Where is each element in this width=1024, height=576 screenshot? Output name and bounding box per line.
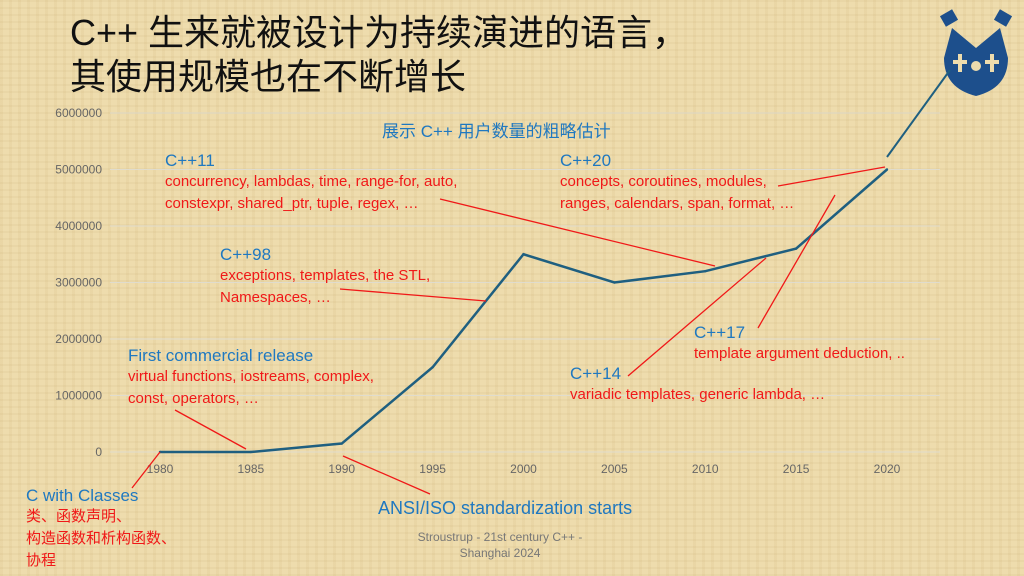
footer-line1: Stroustrup - 21st century C++ - — [417, 530, 583, 544]
x-tick-label: 2000 — [510, 462, 537, 476]
annotation-title: C++14 — [570, 364, 622, 383]
footer-line2: Shanghai 2024 — [459, 546, 541, 560]
annotation-first-commercial-release: First commercial release virtual functio… — [128, 346, 374, 410]
annotation-arrows — [131, 166, 886, 495]
data-point — [340, 442, 343, 445]
crown-logo — [939, 9, 1013, 96]
annotation-text: ranges, calendars, span, format, … — [560, 195, 795, 212]
slide-title-line2: 其使用规模也在不断增长 — [70, 56, 467, 97]
y-tick-label: 0 — [95, 445, 102, 459]
annotation-text: 构造函数和析构函数、 — [26, 530, 177, 547]
annotation-cpp11: C++11 concurrency, lambdas, time, range-… — [165, 151, 457, 215]
data-point — [794, 247, 798, 250]
annotation-title: C++11 — [165, 151, 215, 170]
annotation-ansi-iso: ANSI/ISO standardization starts — [378, 498, 633, 518]
y-tick-label: 5000000 — [55, 163, 102, 177]
annotation-cpp98: C++98 exceptions, templates, the STL, Na… — [220, 245, 430, 309]
x-tick-label: 2015 — [783, 462, 810, 476]
annotation-title: First commercial release — [128, 346, 314, 365]
annotation-cpp20: C++20 concepts, coroutines, modules, ran… — [560, 151, 794, 215]
annotation-text: exceptions, templates, the STL, — [220, 267, 431, 284]
annotation-text: concepts, coroutines, modules, — [560, 173, 767, 190]
trend-extension — [886, 69, 951, 158]
chart-title: 展示 C++ 用户数量的粗略估计 — [382, 122, 611, 141]
annotation-cpp17: C++17 template argument deduction, .. — [694, 323, 905, 365]
annotation-text: virtual functions, iostreams, complex, — [128, 368, 374, 385]
data-point — [431, 366, 434, 369]
footer: Stroustrup - 21st century C++ - Shanghai… — [380, 529, 620, 561]
y-tick-label: 3000000 — [55, 276, 102, 290]
data-point — [704, 270, 707, 273]
annotation-title: C++98 — [220, 245, 272, 264]
annotation-text: constexpr, shared_ptr, tuple, regex, … — [165, 195, 419, 212]
x-tick-label: 1990 — [328, 462, 355, 476]
y-tick-label: 1000000 — [55, 389, 102, 403]
x-tick-label: 1980 — [147, 462, 174, 476]
annotation-text: Namespaces, … — [220, 289, 331, 306]
data-point — [249, 450, 253, 454]
annotation-cpp14: C++14 variadic templates, generic lambda… — [570, 364, 825, 406]
data-point — [885, 168, 889, 171]
annotation-title: C with Classes — [26, 486, 139, 505]
slide-title-line1: C++ 生来就被设计为持续演进的语言， — [70, 12, 689, 53]
x-tick-label: 2010 — [692, 462, 719, 476]
x-tick-label: 2005 — [601, 462, 628, 476]
data-point — [522, 253, 525, 256]
y-tick-label: 2000000 — [55, 332, 102, 346]
annotation-text: const, operators, … — [128, 390, 259, 407]
annotation-text: 协程 — [26, 552, 57, 569]
y-tick-label: 4000000 — [55, 219, 102, 233]
annotation-text: variadic templates, generic lambda, … — [570, 386, 826, 403]
x-tick-label: 1995 — [419, 462, 446, 476]
y-tick-label: 6000000 — [55, 106, 102, 120]
x-tick-label: 2020 — [874, 462, 901, 476]
annotation-text: template argument deduction, .. — [694, 345, 905, 362]
annotation-title: C++17 — [694, 323, 746, 342]
x-tick-label: 1985 — [238, 462, 265, 476]
annotation-title: C++20 — [560, 151, 612, 170]
data-point — [613, 281, 616, 284]
annotation-c-with-classes: C with Classes 类、函数声明、 构造函数和析构函数、 协程 — [26, 486, 176, 572]
annotation-text: 类、函数声明、 — [26, 508, 132, 525]
annotation-text: concurrency, lambdas, time, range-for, a… — [165, 173, 458, 190]
